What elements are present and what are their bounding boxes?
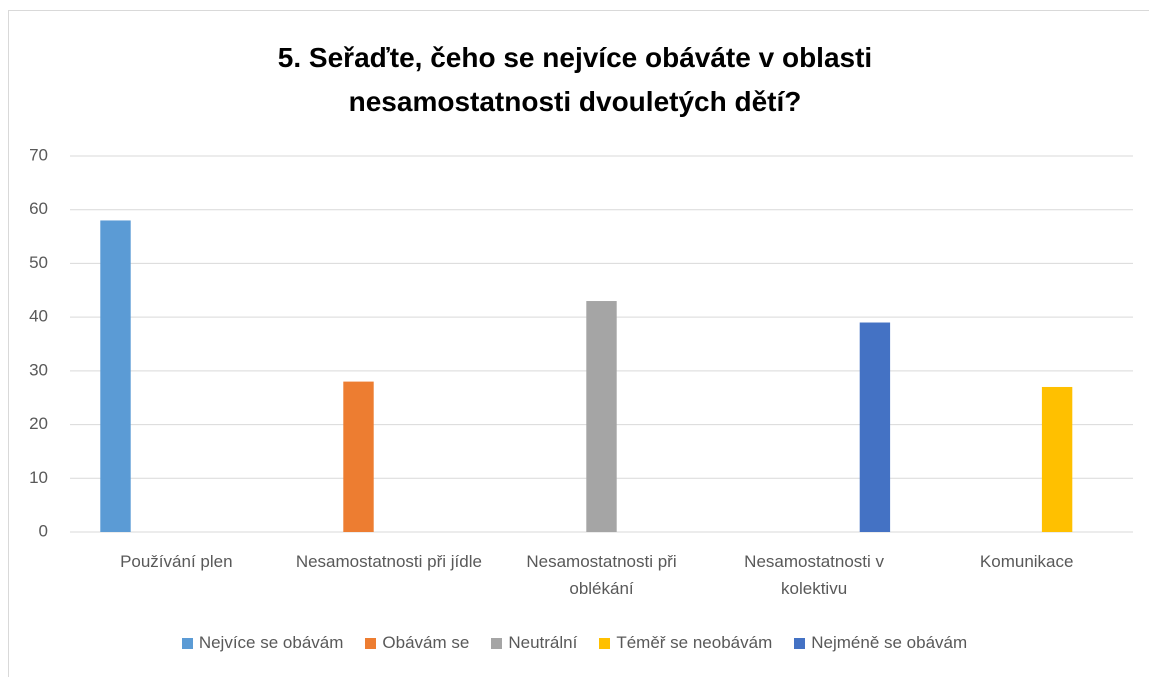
bar [1041,386,1073,532]
legend-item: Téměř se neobávám [599,633,772,653]
legend-item: Neutrální [491,633,577,653]
legend-swatch [599,637,611,649]
y-tick-label: 20 [29,414,48,433]
legend-swatch [794,637,806,649]
bar [859,322,891,532]
legend-label: Neutrální [508,633,578,652]
legend-label: Téměř se neobávám [616,633,773,652]
y-tick-label: 50 [29,253,48,272]
legend-swatch [181,637,193,649]
bar [586,301,617,532]
bar [343,381,374,532]
legend: Nejvíce se obávám Obávám se Neutrální Téměř… [0,633,1149,653]
legend-swatch [365,637,377,649]
legend-item: Nejvíce se obávám [181,633,344,653]
chart-border [8,10,1149,677]
chart-title: 5. Seřaďte, čeho se nejvíce obáváte v ob… [277,42,873,117]
x-tick-label: Nesamostatnosti při jídle [295,552,482,571]
x-tick-label: Nesamostatnosti v kolektivu [744,552,885,598]
y-tick-label: 0 [39,521,48,540]
y-tick-label: 60 [29,199,48,218]
x-tick-label: Používání plen [120,552,233,571]
legend-swatch [491,637,503,649]
legend-label: Nejméně se obávám [811,633,968,652]
legend-item: Nejméně se obávám [794,633,967,653]
y-tick-label: 70 [29,145,48,164]
y-tick-label: 10 [29,468,48,487]
y-tick-label: 40 [29,307,48,326]
legend-item: Obávám se [365,633,469,653]
legend-label: Obávám se [382,633,470,652]
legend-label: Nejvíce se obávám [198,633,344,652]
bar [100,220,131,532]
x-tick-label: Nesamostatnosti při oblékání [526,552,677,598]
x-tick-label: Komunikace [979,552,1074,571]
y-tick-label: 30 [29,360,48,379]
